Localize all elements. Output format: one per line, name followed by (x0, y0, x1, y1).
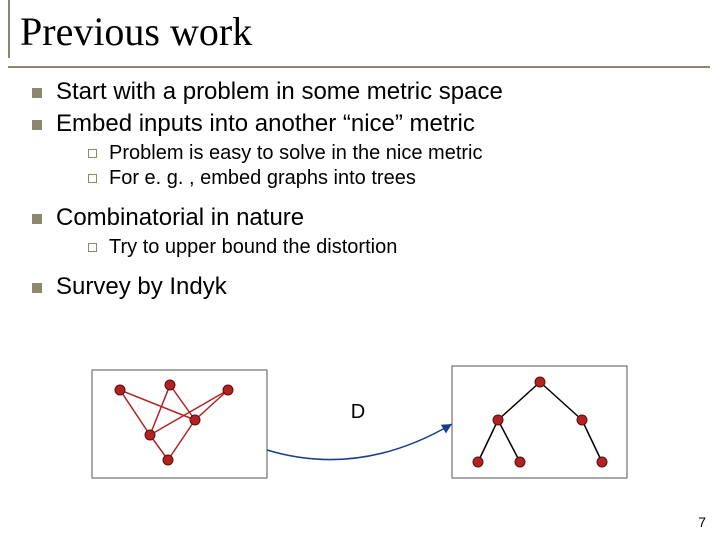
slide: Previous work Start with a problem in so… (0, 0, 720, 540)
bullet-text: Combinatorial in nature (56, 204, 304, 232)
hollow-square-bullet-icon (88, 243, 97, 252)
bullet-4: Survey by Indyk (32, 273, 692, 301)
bullet-2a: Problem is easy to solve in the nice met… (88, 142, 692, 165)
bullet-text: Problem is easy to solve in the nice met… (109, 142, 483, 165)
bullet-3a: Try to upper bound the distortion (88, 236, 692, 259)
square-bullet-icon (32, 214, 42, 224)
square-bullet-icon (32, 88, 42, 98)
bullet-2b: For e. g. , embed graphs into trees (88, 167, 692, 190)
hollow-square-bullet-icon (88, 149, 97, 158)
bullet-2: Embed inputs into another “nice” metric (32, 110, 692, 138)
bullet-text: Start with a problem in some metric spac… (56, 78, 503, 106)
slide-body: Start with a problem in some metric spac… (32, 78, 692, 305)
bullet-1: Start with a problem in some metric spac… (32, 78, 692, 106)
bullet-text: Survey by Indyk (56, 273, 227, 301)
bullet-text: Embed inputs into another “nice” metric (56, 110, 475, 138)
title-underline (8, 66, 710, 68)
bullet-3: Combinatorial in nature (32, 204, 692, 232)
square-bullet-icon (32, 283, 42, 293)
slide-title: Previous work (20, 8, 252, 55)
hollow-square-bullet-icon (88, 174, 97, 183)
page-number: 7 (698, 514, 706, 530)
title-side-rule (8, 0, 10, 58)
bullet-text: For e. g. , embed graphs into trees (109, 167, 416, 190)
bullet-text: Try to upper bound the distortion (109, 236, 397, 259)
svg-text:D: D (351, 401, 365, 423)
square-bullet-icon (32, 120, 42, 130)
